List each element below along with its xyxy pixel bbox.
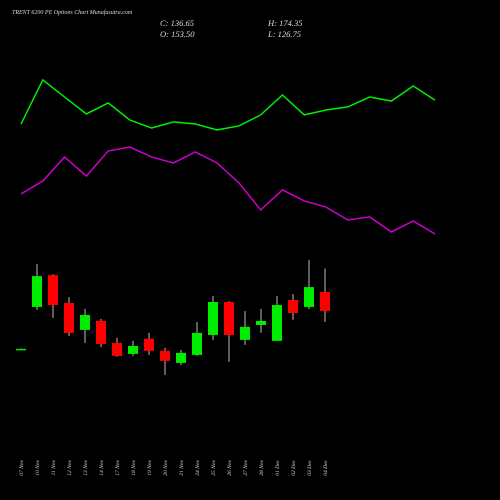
candle-body xyxy=(128,345,138,354)
x-tick-label: 07 Nov xyxy=(19,459,25,475)
high-label: H: 174.35 xyxy=(267,18,302,28)
x-tick-label: 17 Nov xyxy=(115,459,121,475)
candle-body xyxy=(112,342,122,356)
line-series xyxy=(20,78,436,131)
candle-body xyxy=(304,287,314,307)
close-label: C: 136.65 xyxy=(160,18,194,28)
x-tick-label: 26 Nov xyxy=(227,459,233,475)
candle-body xyxy=(272,305,282,341)
line-series xyxy=(20,146,436,235)
candle-body xyxy=(240,326,250,340)
candle-body xyxy=(224,302,234,335)
candle-body xyxy=(320,292,330,311)
candle-body xyxy=(208,302,218,335)
low-label: L: 126.75 xyxy=(267,29,301,39)
candle-body xyxy=(256,320,266,325)
candle-body xyxy=(16,348,26,351)
x-tick-label: 18 Nov xyxy=(131,459,137,475)
candle-body xyxy=(176,352,186,363)
x-tick-label: 13 Nov xyxy=(83,459,89,475)
x-tick-label: 21 Nov xyxy=(179,459,185,475)
candle-body xyxy=(64,303,74,333)
x-tick-label: 01 Dec xyxy=(275,459,281,475)
candle-body xyxy=(80,315,90,330)
x-tick-label: 10 Nov xyxy=(35,459,41,475)
candle-body xyxy=(160,350,170,361)
x-tick-label: 28 Nov xyxy=(259,459,265,475)
x-tick-label: 20 Nov xyxy=(163,459,169,475)
x-tick-label: 12 Nov xyxy=(67,459,73,475)
x-tick-label: 03 Dec xyxy=(307,459,313,475)
candle-body xyxy=(144,338,154,351)
chart-title: TRENT 6200 PE Options Chart Munafasutra.… xyxy=(12,9,133,16)
x-tick-label: 14 Nov xyxy=(98,459,105,475)
x-tick-label: 19 Nov xyxy=(147,459,153,475)
x-tick-label: 24 Nov xyxy=(194,459,201,475)
x-tick-label: 11 Nov xyxy=(51,459,57,475)
x-tick-label: 04 Dec xyxy=(322,459,329,475)
candle-body xyxy=(48,275,58,306)
candle-body xyxy=(32,276,42,307)
candle-body xyxy=(288,299,298,313)
open-label: O: 153.50 xyxy=(160,29,195,39)
x-tick-label: 02 Dec xyxy=(291,459,297,475)
candle-body xyxy=(192,332,202,355)
x-tick-label: 27 Nov xyxy=(243,459,249,475)
x-tick-label: 25 Nov xyxy=(211,459,217,475)
candle-body xyxy=(96,320,106,344)
